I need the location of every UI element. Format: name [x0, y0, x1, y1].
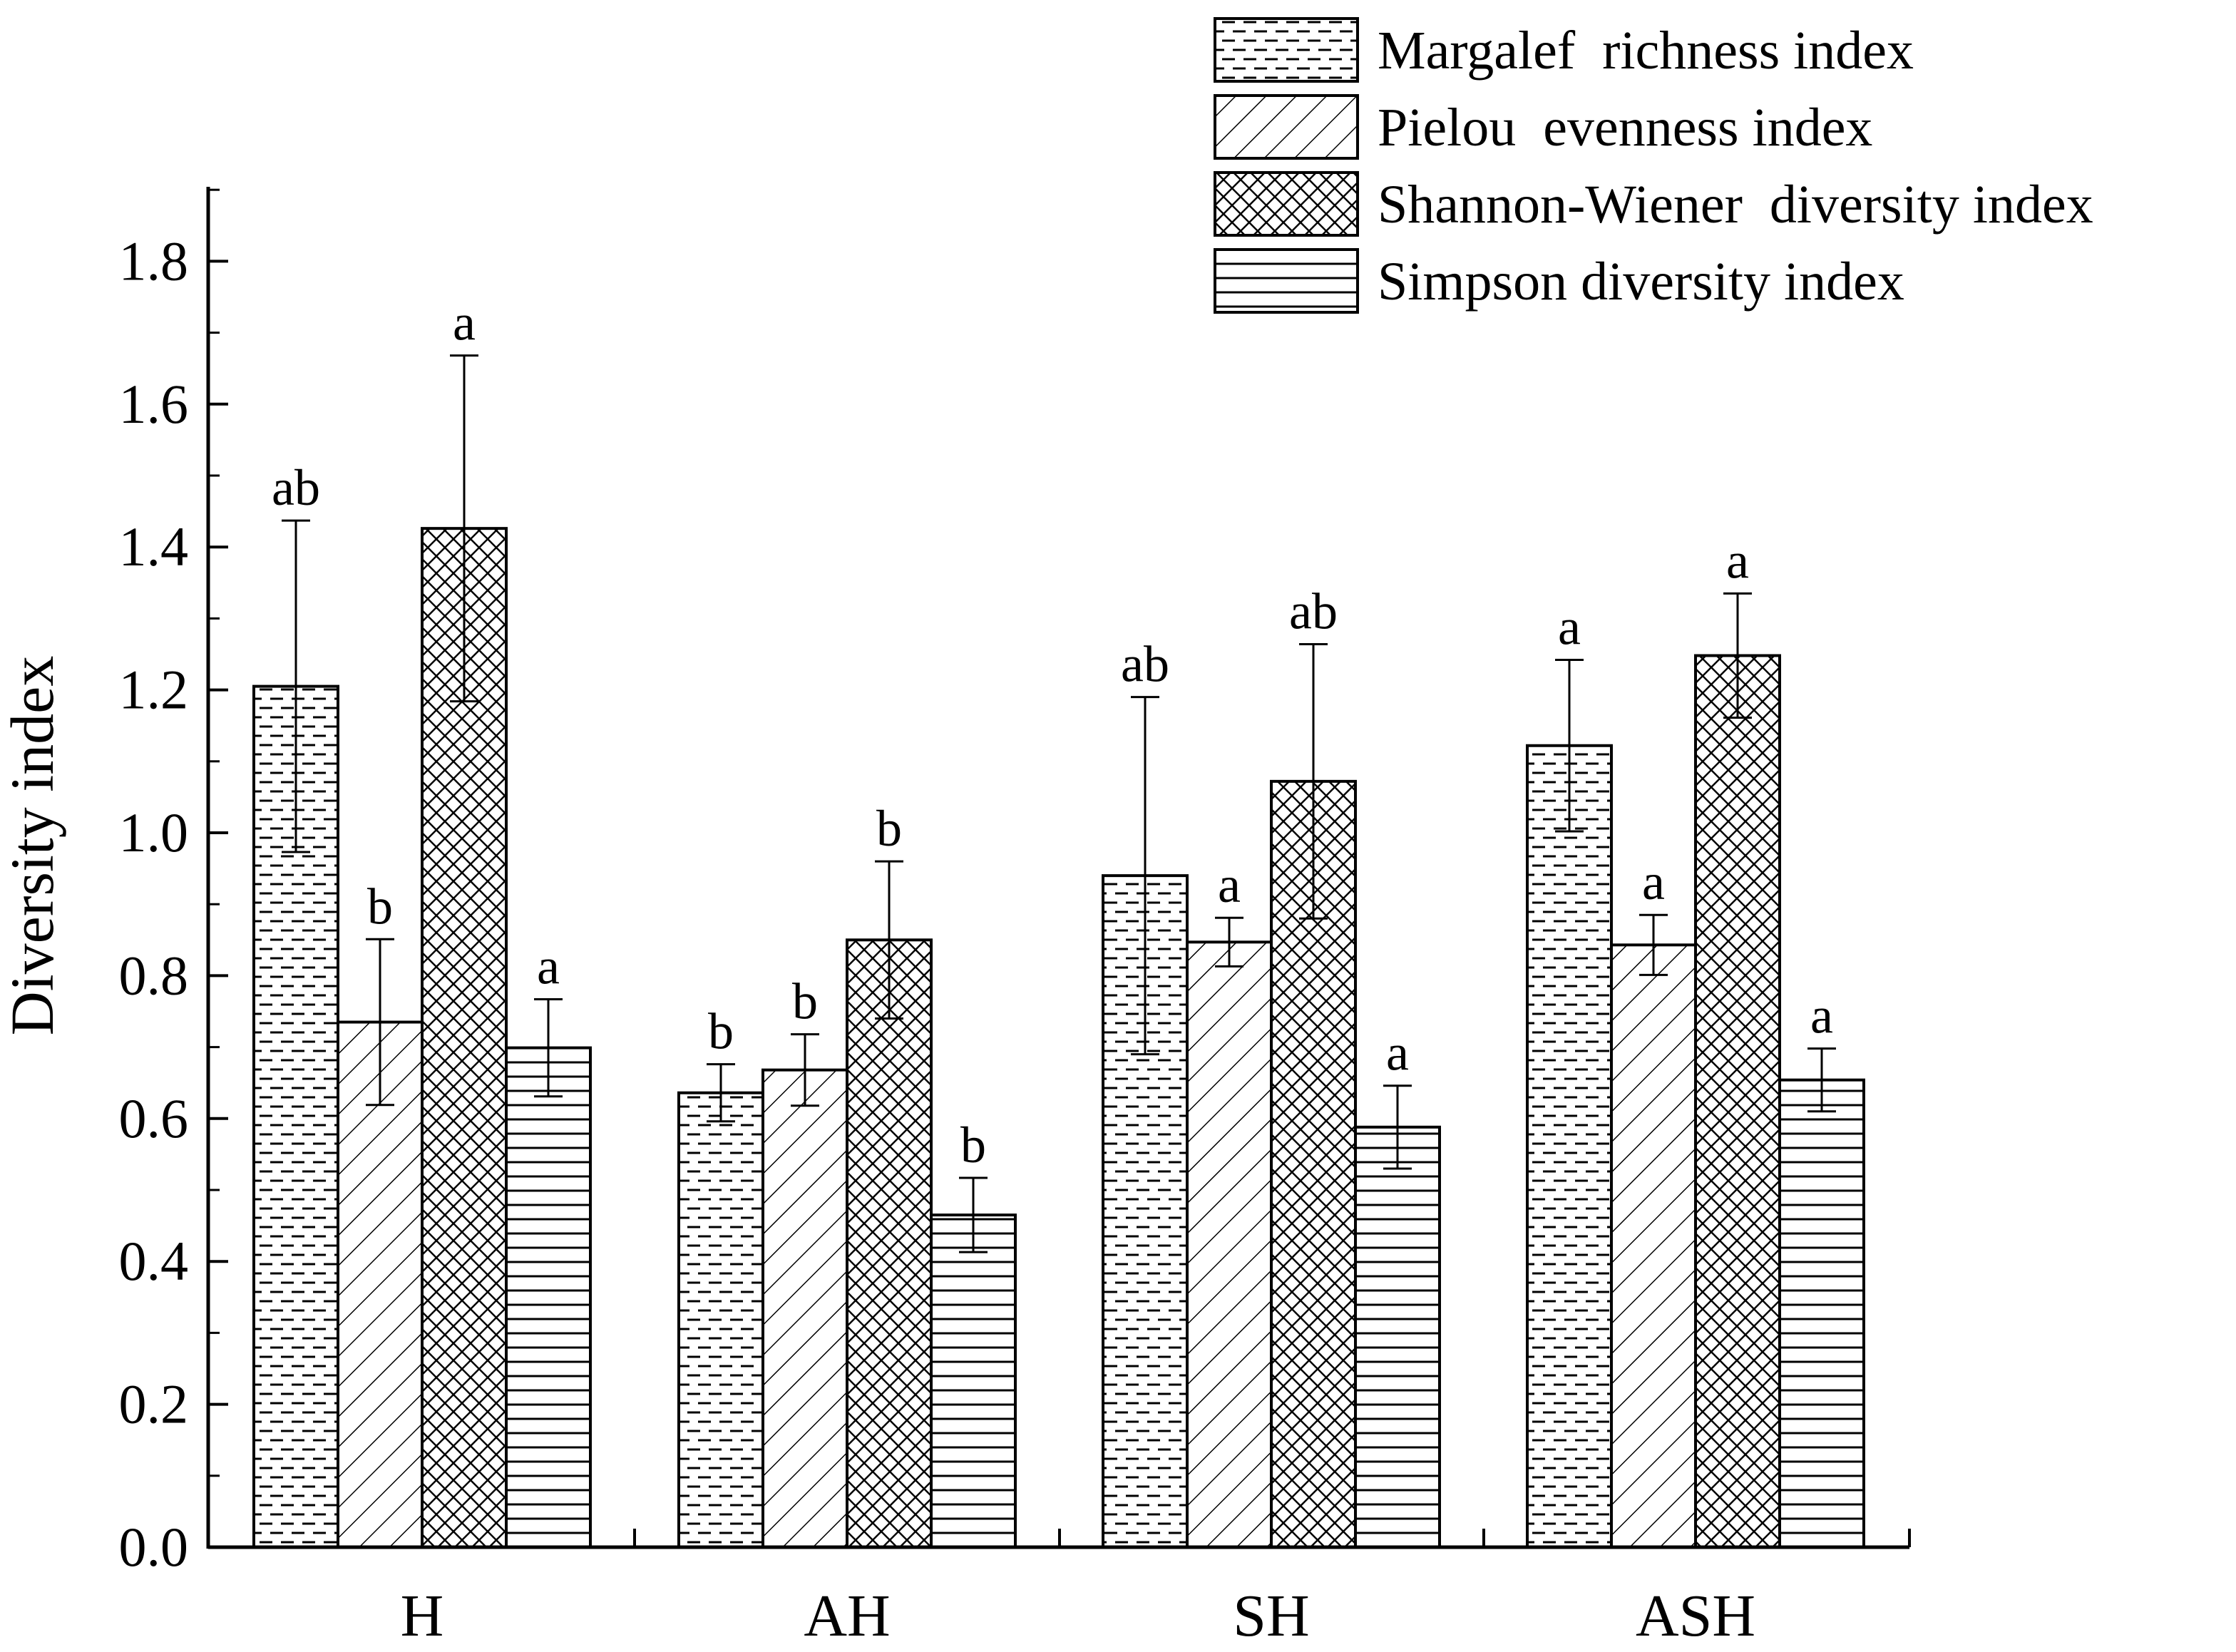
- y-tick-label: 0.8: [119, 944, 189, 1006]
- x-tick-label: SH: [1233, 1583, 1309, 1649]
- error-bar-ash-series-4: [1807, 1047, 1836, 1113]
- bar-ash-series-1: [1526, 744, 1613, 1549]
- x-tick-label: AH: [804, 1583, 890, 1649]
- bar-ah-series-3: [846, 938, 933, 1549]
- legend-swatch: [1214, 94, 1359, 160]
- error-bar-h-series-2: [366, 938, 394, 1107]
- significance-letter: a: [1218, 856, 1241, 913]
- significance-letter: b: [367, 878, 393, 935]
- error-bar-ah-series-2: [791, 1033, 819, 1107]
- legend-swatch: [1214, 248, 1359, 314]
- significance-letter: ab: [1289, 583, 1338, 640]
- error-bar-ash-series-1: [1555, 659, 1584, 833]
- legend-label: Margalef richness index: [1378, 21, 1914, 81]
- error-bar-h-series-3: [450, 354, 478, 703]
- significance-letter: ab: [1121, 636, 1169, 693]
- bar-ah-series-1: [677, 1091, 764, 1549]
- y-tick-label: 1.0: [119, 801, 189, 863]
- y-tick-label: 1.8: [119, 230, 189, 292]
- error-bar-ah-series-3: [875, 860, 903, 1020]
- significance-letter: b: [960, 1117, 986, 1174]
- y-tick-label: 1.6: [119, 373, 189, 435]
- bar-sh-series-4: [1354, 1125, 1441, 1549]
- significance-letter: a: [1558, 599, 1581, 656]
- bar-ah-series-2: [761, 1068, 848, 1549]
- legend-swatch: [1214, 17, 1359, 83]
- y-tick-label: 1.2: [119, 659, 189, 721]
- error-bar-ah-series-4: [959, 1176, 988, 1253]
- significance-letter: a: [537, 938, 560, 995]
- error-bar-h-series-4: [534, 997, 563, 1098]
- y-tick-label: 0.0: [119, 1516, 189, 1578]
- y-tick-label: 0.2: [119, 1373, 189, 1435]
- y-tick-label: 0.4: [119, 1230, 189, 1292]
- significance-letter: a: [1642, 853, 1665, 910]
- bar-h-series-4: [505, 1046, 592, 1549]
- y-tick-label: 0.6: [119, 1087, 189, 1149]
- significance-letter: b: [708, 1003, 734, 1060]
- legend: Margalef richness index Pielou evenness i…: [1214, 17, 2093, 314]
- x-tick-label: H: [401, 1583, 444, 1649]
- legend-label: Shannon-Wiener diversity index: [1378, 175, 2093, 235]
- axes: 0.0 0.2 0.4 0.6 0.8 1.0 1.2 1.4 1.6 1.8 H AH SH ASH: [119, 187, 1911, 1649]
- significance-letter: b: [876, 800, 902, 857]
- significance-letter: a: [1810, 987, 1833, 1045]
- y-axis-label: Diversity index: [0, 656, 66, 1036]
- bar-sh-series-2: [1186, 940, 1273, 1549]
- significance-letter: a: [1726, 532, 1749, 589]
- error-bar-ash-series-3: [1723, 592, 1752, 719]
- significance-letter: ab: [272, 459, 320, 516]
- error-bar-sh-series-3: [1299, 642, 1328, 920]
- bar-ash-series-4: [1778, 1078, 1865, 1549]
- legend-swatch: [1214, 171, 1359, 237]
- significance-letter: a: [1386, 1025, 1409, 1082]
- bar-ah-series-4: [930, 1214, 1017, 1549]
- significance-letter: b: [792, 973, 818, 1030]
- error-bar-h-series-1: [282, 519, 310, 853]
- bar-ash-series-2: [1610, 943, 1697, 1549]
- x-tick-label: ASH: [1636, 1583, 1755, 1649]
- legend-label: Simpson diversity index: [1378, 252, 1904, 312]
- error-bar-ash-series-2: [1639, 913, 1668, 976]
- error-bar-sh-series-2: [1215, 916, 1243, 968]
- legend-label: Pielou evenness index: [1378, 98, 1872, 158]
- error-bar-sh-series-4: [1383, 1084, 1412, 1170]
- error-bar-sh-series-1: [1131, 696, 1159, 1056]
- significance-letter: a: [453, 294, 476, 352]
- error-bar-ah-series-1: [707, 1063, 735, 1123]
- bar-ash-series-3: [1694, 654, 1781, 1549]
- y-tick-label: 1.4: [119, 515, 189, 578]
